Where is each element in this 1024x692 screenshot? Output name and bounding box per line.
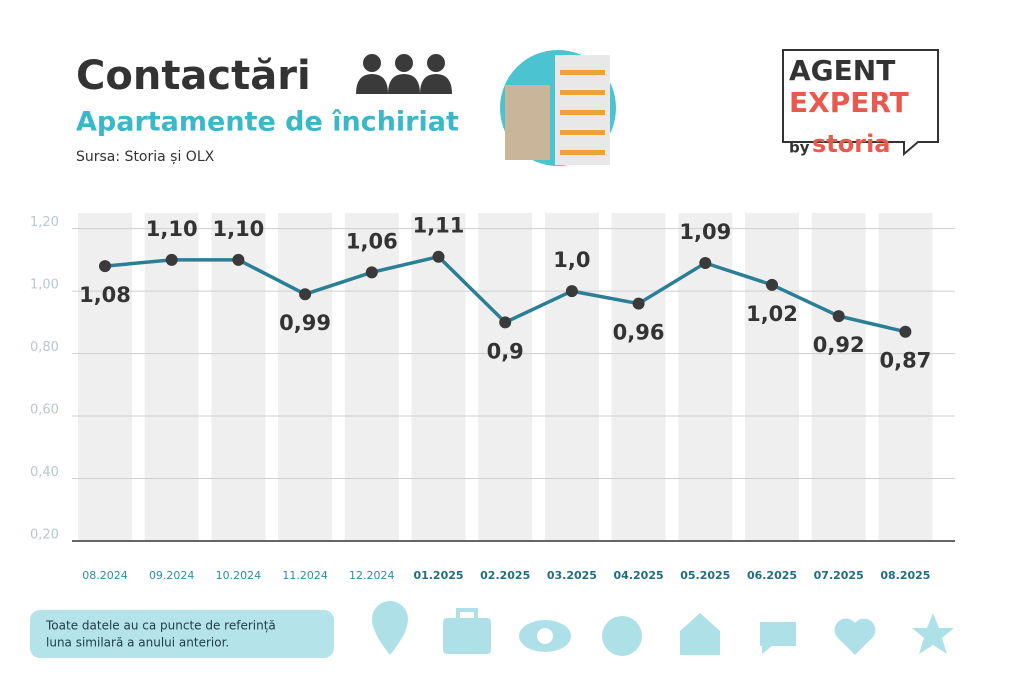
- x-tick-label: 12.2024: [349, 569, 395, 582]
- column-band: [478, 213, 533, 541]
- x-tick-label: 03.2025: [547, 569, 597, 582]
- value-label: 0,9: [487, 339, 524, 363]
- y-tick-label: 0,60: [30, 403, 59, 418]
- y-tick-label: 1,00: [30, 278, 59, 293]
- logo: AGENT EXPERT by storia: [782, 49, 939, 158]
- column-band: [344, 213, 399, 541]
- x-tick-label: 08.2024: [82, 569, 128, 582]
- note-box: [30, 610, 334, 658]
- y-tick-label: 0,80: [30, 340, 59, 355]
- column-band: [611, 213, 666, 541]
- x-tick-label: 01.2025: [413, 569, 463, 582]
- logo-agent: AGENT: [789, 54, 895, 87]
- value-label: 1,09: [679, 220, 731, 244]
- y-tick-label: 0,20: [30, 528, 59, 543]
- value-label: 1,11: [413, 214, 465, 238]
- title: Contactări: [76, 53, 311, 99]
- marker: [832, 310, 845, 323]
- marker: [766, 278, 778, 291]
- subtitle: Apartamente de închiriat: [76, 107, 459, 138]
- value-label: 1,10: [212, 217, 264, 241]
- logo-expert: EXPERT: [789, 86, 909, 119]
- marker: [165, 253, 178, 266]
- marker: [699, 256, 712, 269]
- x-tick-label: 09.2024: [149, 569, 195, 582]
- value-label: 1,10: [146, 217, 198, 241]
- logo-brand: storia: [812, 130, 891, 158]
- column-band: [544, 213, 599, 541]
- column-band: [411, 213, 466, 541]
- note-line: Toate datele au ca puncte de referință: [45, 619, 276, 633]
- marker: [99, 260, 111, 273]
- logo-by: by: [789, 139, 810, 157]
- column-band: [278, 213, 333, 541]
- column-band: [878, 213, 933, 541]
- building-image: [500, 50, 616, 166]
- people-icon: [356, 54, 452, 94]
- column-band: [811, 213, 866, 541]
- marker: [499, 316, 512, 329]
- x-tick-label: 05.2025: [680, 569, 730, 582]
- marker: [632, 297, 645, 310]
- chart: 0,20 0,40 0,60 0,80 1,00 1,20 1,08 08.2024 1,10 0…: [30, 213, 955, 582]
- value-label: 0,99: [279, 311, 331, 335]
- x-tick-label: 10.2024: [216, 569, 262, 582]
- y-tick-label: 1,20: [30, 215, 59, 230]
- value-label: 0,96: [613, 321, 665, 345]
- value-label: 0,87: [879, 349, 931, 373]
- marker: [232, 253, 245, 266]
- x-tick-label: 07.2025: [814, 569, 864, 582]
- marker: [432, 250, 445, 263]
- column-band: [745, 213, 799, 541]
- value-label: 1,0: [553, 248, 590, 272]
- value-label: 1,08: [79, 283, 131, 307]
- x-tick-label: 08.2025: [880, 569, 930, 582]
- value-label: 1,06: [346, 229, 398, 253]
- value-label: 1,02: [746, 302, 798, 326]
- icons: [372, 601, 954, 656]
- x-tick-label: 06.2025: [747, 569, 797, 582]
- x-tick-label: 02.2025: [480, 569, 530, 582]
- x-tick-label: 11.2024: [282, 569, 328, 582]
- marker: [299, 288, 312, 301]
- source: Sursa: Storia și OLX: [76, 149, 215, 165]
- x-tick-label: 04.2025: [614, 569, 664, 582]
- note-line: luna similară a anului anterior.: [46, 636, 229, 650]
- column-band: [144, 213, 199, 541]
- marker: [565, 285, 578, 298]
- marker: [899, 325, 912, 338]
- marker: [365, 266, 378, 279]
- y-tick-label: 0,40: [30, 465, 59, 480]
- value-label: 0,92: [813, 333, 865, 357]
